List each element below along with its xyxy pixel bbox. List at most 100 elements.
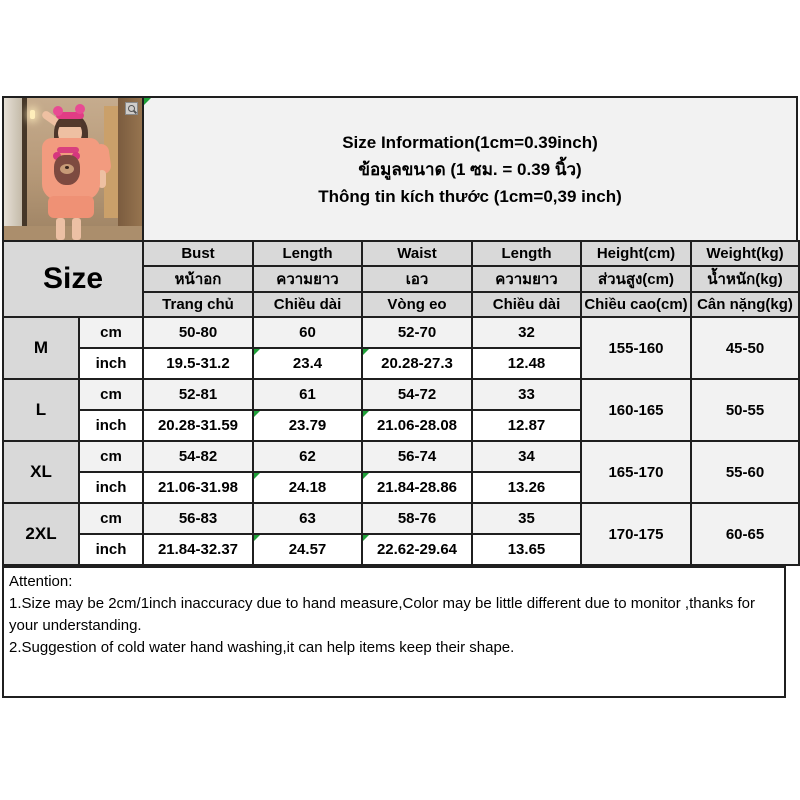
door-frame: [118, 98, 142, 240]
size-value-cell: 52-70: [361, 316, 473, 349]
table-row: 2XL cm 56-83 63 58-76 35 170-175 60-65: [2, 502, 800, 566]
weight-cell: 55-60: [690, 440, 800, 504]
size-row-label: XL: [2, 440, 80, 504]
weight-cell: 50-55: [690, 378, 800, 442]
column-header: ส่วนสูง(cm): [580, 265, 692, 293]
column-header: Trang chủ: [142, 291, 254, 318]
table-row: XL cm 54-82 62 56-74 34 165-170 55-60: [2, 440, 800, 504]
column-header: ความยาว: [252, 265, 363, 293]
model-arm: [98, 170, 106, 188]
size-value-cell: 12.87: [471, 409, 582, 442]
title-vietnamese: Thông tin kích thước (1cm=0,39 inch): [318, 186, 622, 206]
headband-ear: [53, 106, 63, 116]
model-leg: [72, 218, 81, 240]
title-block: Size Information(1cm=0.39inch) ข้อมูลขนา…: [144, 98, 796, 240]
attention-note-1: 1.Size may be 2cm/1inch inaccuracy due t…: [9, 595, 755, 634]
column-header: น้ำหนัก(kg): [690, 265, 800, 293]
size-value-cell: 61: [252, 378, 363, 411]
size-value-cell: 24.57: [252, 533, 363, 566]
weight-cell: 60-65: [690, 502, 800, 566]
cell-flag-icon: [364, 474, 369, 479]
headband-ear: [75, 104, 85, 114]
unit-label: cm: [78, 316, 144, 349]
height-cell: 155-160: [580, 316, 692, 380]
mirror: [4, 98, 22, 240]
size-value-cell: 62: [252, 440, 363, 473]
table-row: inch 21.84-32.37 24.57 22.62-29.64 13.65: [3, 533, 799, 566]
column-header: หน้าอก: [142, 265, 254, 293]
column-header: Length: [471, 240, 582, 267]
column-header: Chiều dài: [252, 291, 363, 318]
unit-label: inch: [78, 347, 144, 380]
size-header: Size: [2, 240, 144, 318]
cell-flag-icon: [364, 412, 369, 417]
cell-flag-icon: [364, 536, 369, 541]
size-value-cell: 24.18: [252, 471, 363, 504]
column-header: Bust: [142, 240, 254, 267]
size-value-cell: 60: [252, 316, 363, 349]
size-table: Size Bust Length Waist Length Height(cm)…: [2, 240, 800, 566]
column-header: Weight(kg): [690, 240, 800, 267]
size-chart-sheet: Size Information(1cm=0.39inch) ข้อมูลขนา…: [2, 96, 800, 698]
size-value-cell: 23.79: [252, 409, 363, 442]
mirror-frame: [22, 98, 27, 240]
table-header-row-th: หน้าอก ความยาว เอว ความยาว ส่วนสูง(cm) น…: [3, 265, 800, 293]
unit-label: cm: [78, 378, 144, 411]
cell-flag-icon: [255, 350, 260, 355]
size-value-cell: 63: [252, 502, 363, 535]
cell-flag-icon: [255, 474, 260, 479]
header-row: Size Information(1cm=0.39inch) ข้อมูลขนา…: [2, 96, 798, 240]
column-header: Vòng eo: [361, 291, 473, 318]
size-value-cell: 13.65: [471, 533, 582, 566]
size-value-cell: 54-72: [361, 378, 473, 411]
size-value-cell: 21.06-28.08: [361, 409, 473, 442]
size-value-cell: 35: [471, 502, 582, 535]
shirt-print-text: [57, 147, 79, 153]
cell-flag-icon: [255, 412, 260, 417]
table-row: L cm 52-81 61 54-72 33 160-165 50-55: [2, 378, 800, 442]
table-row: inch 21.06-31.98 24.18 21.84-28.86 13.26: [3, 471, 799, 504]
cell-flag-icon: [144, 98, 151, 105]
unit-label: inch: [78, 409, 144, 442]
table-row: inch 20.28-31.59 23.79 21.06-28.08 12.87: [3, 409, 799, 442]
bear-ear-headband: [56, 112, 84, 119]
unit-label: cm: [78, 502, 144, 535]
unit-label: inch: [78, 533, 144, 566]
height-cell: 160-165: [580, 378, 692, 442]
bear-print-nose: [65, 166, 69, 169]
column-header: Length: [252, 240, 363, 267]
size-value-cell: 21.06-31.98: [142, 471, 254, 504]
column-header: Waist: [361, 240, 473, 267]
column-header: ความยาว: [471, 265, 582, 293]
title-thai: ข้อมูลขนาด (1 ซม. = 0.39 นิ้ว): [358, 159, 582, 179]
size-value-cell: 23.4: [252, 347, 363, 380]
product-photo: [4, 98, 144, 240]
size-value-cell: 52-81: [142, 378, 254, 411]
table-row: inch 19.5-31.2 23.4 20.28-27.3 12.48: [3, 347, 799, 380]
column-header: Chiều cao(cm): [580, 291, 692, 318]
size-row-label: M: [2, 316, 80, 380]
size-value-cell: 22.62-29.64: [361, 533, 473, 566]
hallway-scene: [4, 98, 142, 240]
column-header: เอว: [361, 265, 473, 293]
column-header: Cân nặng(kg): [690, 291, 800, 318]
size-value-cell: 32: [471, 316, 582, 349]
column-header: Chiều dài: [471, 291, 582, 318]
cell-flag-icon: [364, 350, 369, 355]
unit-label: inch: [78, 471, 144, 504]
wall-lamp: [30, 110, 35, 119]
model-leg: [56, 218, 65, 240]
size-value-cell: 34: [471, 440, 582, 473]
weight-cell: 45-50: [690, 316, 800, 380]
bear-print-ear: [53, 152, 61, 160]
bear-print-ear: [72, 152, 80, 160]
size-value-cell: 54-82: [142, 440, 254, 473]
size-value-cell: 20.28-27.3: [361, 347, 473, 380]
height-cell: 165-170: [580, 440, 692, 504]
size-value-cell: 13.26: [471, 471, 582, 504]
table-row: M cm 50-80 60 52-70 32 155-160 45-50: [2, 316, 800, 380]
size-value-cell: 20.28-31.59: [142, 409, 254, 442]
magnifier-icon: [125, 102, 138, 115]
table-header-row-vi: Trang chủ Chiều dài Vòng eo Chiều dài Ch…: [3, 291, 800, 318]
size-value-cell: 56-74: [361, 440, 473, 473]
